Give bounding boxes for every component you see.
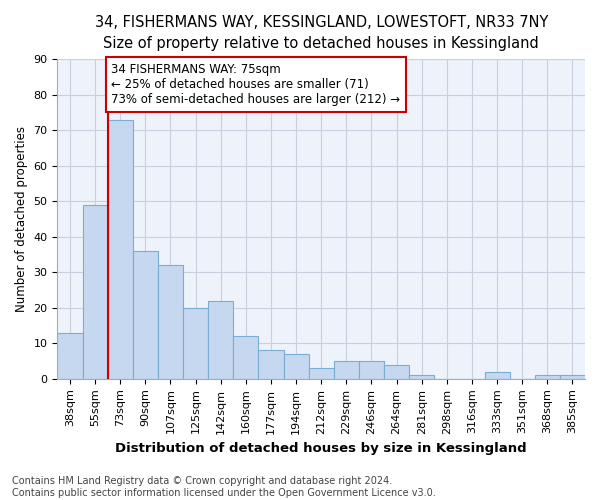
Bar xyxy=(284,354,308,379)
Bar xyxy=(133,251,158,379)
Bar xyxy=(158,265,183,379)
Bar xyxy=(485,372,509,379)
Bar xyxy=(308,368,334,379)
Bar xyxy=(409,376,434,379)
X-axis label: Distribution of detached houses by size in Kessingland: Distribution of detached houses by size … xyxy=(115,442,527,455)
Y-axis label: Number of detached properties: Number of detached properties xyxy=(15,126,28,312)
Bar xyxy=(359,361,384,379)
Text: Contains HM Land Registry data © Crown copyright and database right 2024.
Contai: Contains HM Land Registry data © Crown c… xyxy=(12,476,436,498)
Bar xyxy=(334,361,359,379)
Bar xyxy=(183,308,208,379)
Title: 34, FISHERMANS WAY, KESSINGLAND, LOWESTOFT, NR33 7NY
Size of property relative t: 34, FISHERMANS WAY, KESSINGLAND, LOWESTO… xyxy=(95,15,548,51)
Bar xyxy=(259,350,284,379)
Bar xyxy=(560,376,585,379)
Bar xyxy=(535,376,560,379)
Text: 34 FISHERMANS WAY: 75sqm
← 25% of detached houses are smaller (71)
73% of semi-d: 34 FISHERMANS WAY: 75sqm ← 25% of detach… xyxy=(112,62,401,106)
Bar xyxy=(233,336,259,379)
Bar xyxy=(384,364,409,379)
Bar xyxy=(58,332,83,379)
Bar xyxy=(83,205,107,379)
Bar xyxy=(208,300,233,379)
Bar xyxy=(107,120,133,379)
